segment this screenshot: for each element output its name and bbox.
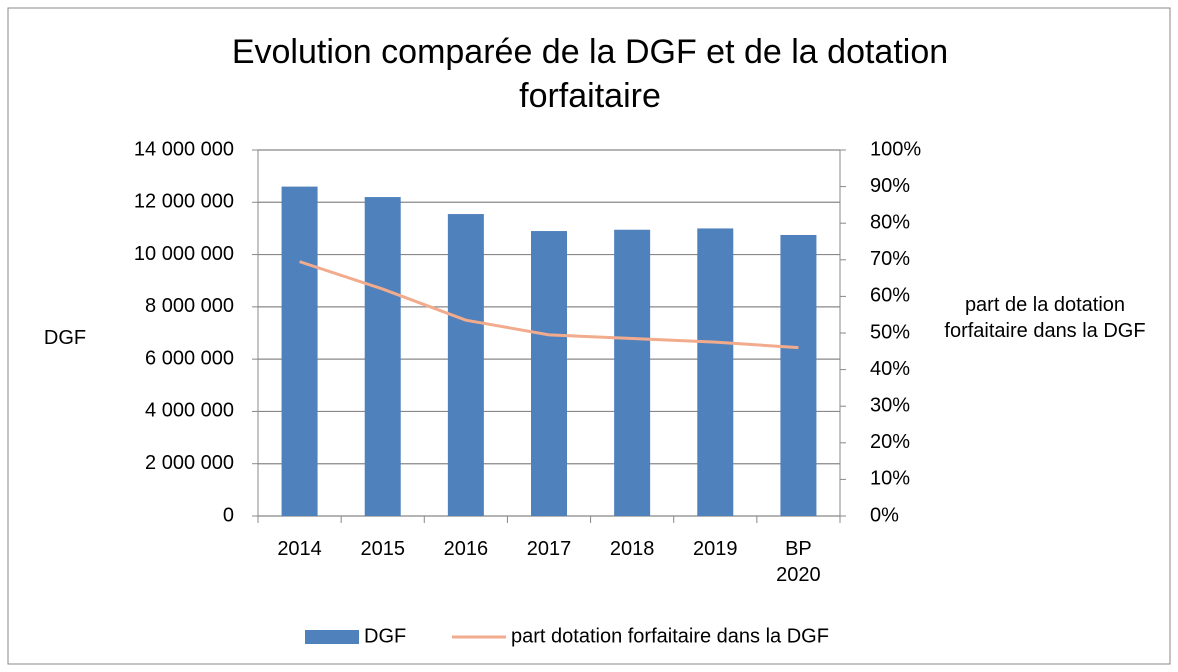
bar	[281, 186, 318, 516]
y2-tick-label: 10%	[870, 468, 910, 490]
y-tick-label: 0	[223, 504, 234, 526]
chart-title: Evolution comparée de la DGF et de la do…	[231, 33, 949, 115]
y2-tick-label: 20%	[870, 431, 910, 453]
x-tick-label: BP 2020	[776, 538, 821, 586]
y2-tick-label: 70%	[870, 248, 910, 270]
y2-tick-label: 60%	[870, 285, 910, 307]
y2-axis-title: part de la dotation forfaitaire dans la …	[944, 294, 1146, 342]
bar	[780, 234, 817, 516]
y-tick-label: 10 000 000	[134, 243, 234, 265]
y2-tick-label: 40%	[870, 358, 910, 380]
bar	[531, 231, 567, 517]
y-axis-title: DGF	[43, 327, 87, 349]
bar	[614, 229, 651, 516]
y-tick-label: 4 000 000	[145, 400, 234, 422]
y2-tick-label: 50%	[870, 321, 910, 343]
y2-tick-label: 0%	[870, 504, 899, 526]
y-tick-label: 2 000 000	[145, 452, 234, 474]
x-tick-label: 2017	[526, 538, 572, 560]
x-tick-label: 2018	[609, 538, 655, 560]
legend-label: part dotation forfaitaire dans la DGF	[511, 625, 829, 647]
bar	[364, 197, 401, 517]
bar	[447, 214, 484, 517]
line	[299, 260, 799, 350]
y-tick-label: 14 000 000	[134, 138, 234, 160]
y2-tick-label: 80%	[870, 211, 910, 233]
y2-tick-label: 90%	[870, 175, 910, 197]
legend-swatch	[305, 630, 359, 644]
bar	[697, 228, 734, 516]
y2-tick-label: 100%	[870, 138, 921, 160]
y2-tick-label: 30%	[870, 394, 910, 416]
x-tick-label: 2019	[693, 538, 738, 560]
legend-label: DGF	[364, 625, 406, 647]
y-tick-label: 12 000 000	[134, 191, 234, 213]
y-tick-label: 6 000 000	[145, 347, 234, 369]
x-tick-label: 2016	[443, 538, 489, 560]
y-tick-label: 8 000 000	[145, 295, 234, 317]
x-tick-label: 2015	[360, 538, 405, 560]
x-tick-label: 2014	[277, 538, 322, 560]
